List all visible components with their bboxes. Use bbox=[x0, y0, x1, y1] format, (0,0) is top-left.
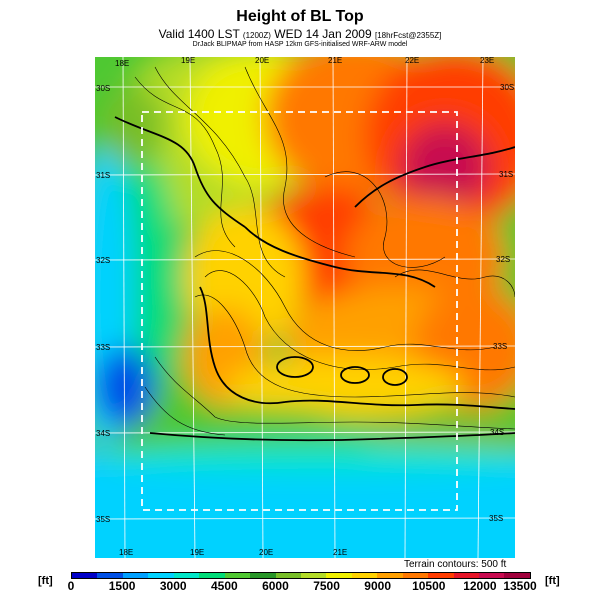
colorbar-tick-label: 9000 bbox=[364, 579, 392, 593]
chart-title: Height of BL Top bbox=[236, 8, 364, 25]
lon-labels-bottom: 18E 19E 20E 21E bbox=[119, 548, 347, 557]
lat-label: 33S bbox=[96, 343, 110, 352]
lat-label: 32S bbox=[496, 255, 510, 264]
lon-labels-top: 18E 19E 20E 21E 22E 23E bbox=[115, 57, 494, 68]
colorbar-swatch bbox=[479, 573, 505, 578]
colorbar-swatch bbox=[275, 573, 301, 578]
terrain-contours bbox=[134, 66, 515, 436]
lat-label: 30S bbox=[500, 83, 514, 92]
colorbar-tick-label: 4500 bbox=[210, 579, 238, 593]
lon-label: 19E bbox=[190, 548, 204, 557]
lon-label: 21E bbox=[328, 57, 342, 65]
colorbar-swatch bbox=[250, 573, 276, 578]
lat-label: 32S bbox=[96, 256, 110, 265]
lat-label: 30S bbox=[96, 84, 110, 93]
colorbar-tick-label: 12000 bbox=[463, 579, 497, 593]
lon-label: 22E bbox=[405, 57, 419, 65]
lat-labels-right: 30S 31S 32S 33S 34S 35S bbox=[489, 83, 514, 523]
lon-label: 18E bbox=[115, 59, 129, 68]
lon-label: 19E bbox=[181, 57, 195, 65]
colorbar-tick-label: 3000 bbox=[159, 579, 187, 593]
lat-labels-left: 30S 31S 32S 33S 34S 35S bbox=[96, 84, 110, 524]
colorbar-swatch bbox=[504, 573, 530, 578]
colorbar-unit-right: [ft] bbox=[545, 575, 560, 587]
lat-label: 31S bbox=[96, 171, 110, 180]
lon-label: 20E bbox=[259, 548, 273, 557]
heightfield bbox=[95, 57, 515, 558]
lat-label: 35S bbox=[96, 515, 110, 524]
graticule bbox=[95, 57, 515, 558]
colorbar-tick-label: 6000 bbox=[262, 579, 289, 593]
colorbar-swatch bbox=[402, 573, 429, 578]
colorbar-swatch bbox=[377, 573, 403, 578]
colorbar-swatch bbox=[173, 573, 200, 578]
colorbar-tick-label: 0 bbox=[67, 579, 75, 593]
colorbar-tick-label: 1500 bbox=[108, 579, 136, 593]
bold-contours bbox=[114, 116, 515, 442]
colorbar-tick-label: 7500 bbox=[313, 579, 340, 593]
colorbar-swatch bbox=[224, 573, 251, 578]
lat-label: 34S bbox=[490, 428, 504, 437]
utc-time: (1200Z) bbox=[242, 31, 271, 40]
valid-time-label: Valid 1400 LST bbox=[158, 27, 240, 41]
lon-label: 20E bbox=[255, 57, 269, 65]
colorbar-tick-label: 10500 bbox=[412, 579, 446, 593]
colorbar-swatch bbox=[97, 573, 123, 578]
colorbar-swatch bbox=[428, 573, 454, 578]
colorbar-swatch bbox=[351, 573, 378, 578]
colorbar-swatch bbox=[326, 573, 352, 578]
valid-time-subtitle: Valid 1400 LST (1200Z) WED 14 Jan 2009 [… bbox=[0, 27, 600, 41]
colorbar-swatch bbox=[148, 573, 174, 578]
colorbar-swatch bbox=[300, 573, 327, 578]
bl-top-map: 18E 19E 20E 21E 22E 23E 18E 19E 20E 21E … bbox=[95, 57, 515, 558]
lon-label: 21E bbox=[333, 548, 347, 557]
lon-label: 23E bbox=[480, 57, 494, 65]
forecast-info: [18hrFcst@2355Z] bbox=[375, 31, 442, 40]
colorbar-swatch bbox=[72, 573, 98, 578]
model-domain-box bbox=[141, 111, 458, 511]
colorbar-swatch bbox=[122, 573, 149, 578]
valid-date: WED 14 Jan 2009 bbox=[274, 27, 372, 41]
colorbar-unit-left: [ft] bbox=[38, 575, 53, 587]
lat-label: 35S bbox=[489, 514, 503, 523]
lat-label: 33S bbox=[493, 342, 507, 351]
colorbar-swatch bbox=[199, 573, 225, 578]
colorbar-swatch bbox=[453, 573, 479, 578]
colorbar-tick-label: 13500 bbox=[503, 579, 537, 593]
lat-label: 34S bbox=[96, 429, 110, 438]
model-credit: DrJack BLIPMAP from HASP 12km GFS-initia… bbox=[192, 41, 408, 48]
lat-label: 31S bbox=[499, 170, 513, 179]
lon-label: 18E bbox=[119, 548, 133, 557]
colorbar bbox=[71, 572, 531, 579]
terrain-contour-note: Terrain contours: 500 ft bbox=[404, 559, 507, 570]
